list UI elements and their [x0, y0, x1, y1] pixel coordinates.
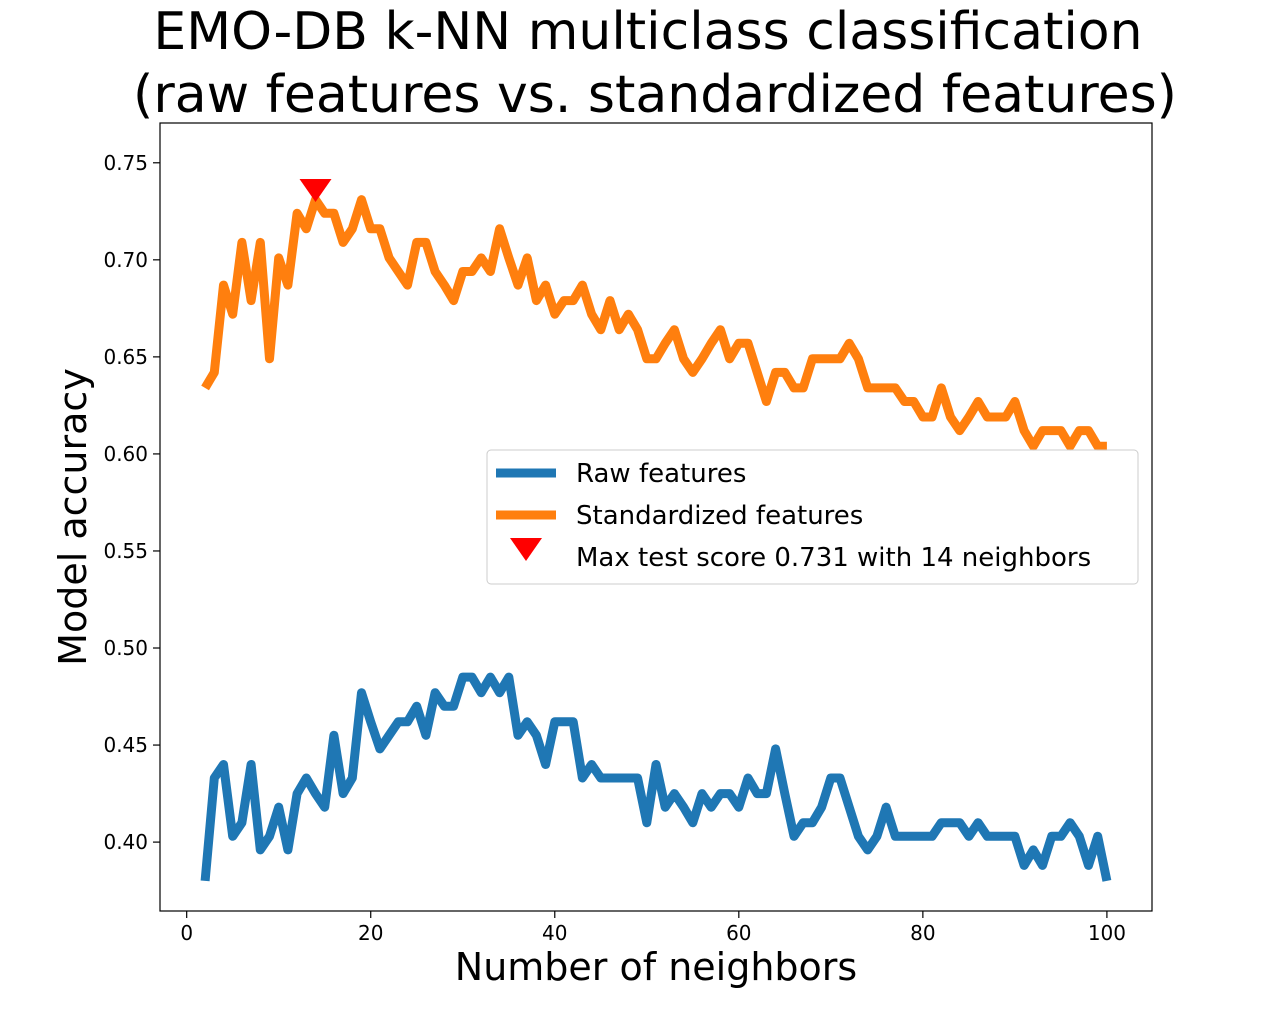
x-tick-label: 60	[726, 921, 751, 945]
y-tick-label: 0.45	[103, 733, 148, 757]
y-tick-label: 0.65	[103, 345, 148, 369]
y-axis: 0.40 0.45 0.50 0.55 0.60 0.65 0.70 0.75	[103, 151, 160, 854]
y-tick-label: 0.70	[103, 248, 148, 272]
x-tick-label: 80	[910, 921, 935, 945]
y-tick-label: 0.55	[103, 539, 148, 563]
legend: Raw features Standardized features Max t…	[486, 449, 1139, 585]
series-line-standardized	[201, 195, 1107, 451]
x-tick-label: 0	[180, 921, 193, 945]
y-axis-label: Model accuracy	[51, 368, 95, 666]
legend-max-marker-label: Max test score 0.731 with 14 neighbors	[576, 543, 1091, 573]
series-layer	[200, 195, 1112, 882]
y-tick-label: 0.40	[103, 830, 148, 854]
plot-area	[159, 122, 1153, 912]
chart-title-line1: EMO-DB k-NN multiclass classification	[153, 2, 1142, 62]
legend-standardized-label: Standardized features	[576, 501, 863, 531]
x-tick-label: 20	[358, 921, 383, 945]
legend-max-marker-icon	[510, 538, 542, 561]
y-tick-label: 0.75	[103, 151, 148, 175]
y-tick-label: 0.60	[103, 442, 148, 466]
legend-frame	[486, 449, 1139, 585]
max-score-marker	[299, 178, 332, 202]
legend-raw-label: Raw features	[576, 459, 746, 489]
x-tick-label: 100	[1088, 921, 1126, 945]
chart-title-line2: (raw features vs. standardized features)	[133, 65, 1177, 125]
x-axis: 0 20 40 60 80 100	[180, 911, 1126, 945]
x-axis-label: Number of neighbors	[455, 945, 857, 989]
marker-layer	[299, 178, 332, 202]
axes-frame	[159, 122, 1153, 912]
x-tick-label: 40	[542, 921, 567, 945]
series-line-raw	[200, 672, 1112, 882]
y-tick-label: 0.50	[103, 636, 148, 660]
